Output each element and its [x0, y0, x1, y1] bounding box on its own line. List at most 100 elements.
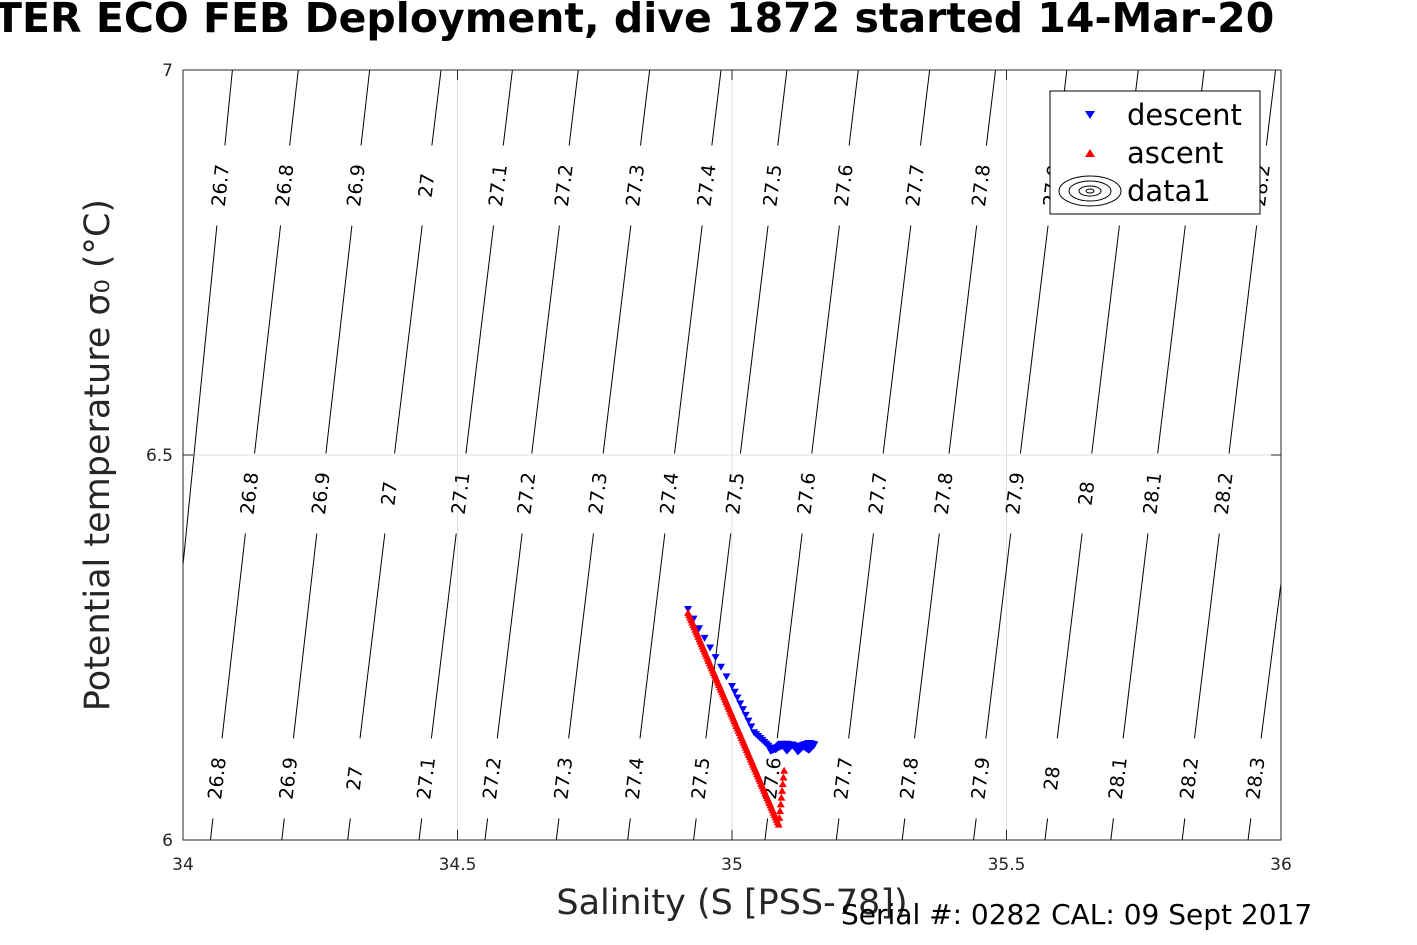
contour-label: 27.3	[585, 471, 612, 516]
descent-marker	[736, 700, 745, 708]
isopycnal-line	[764, 818, 769, 840]
contour-label: 27.6	[793, 471, 820, 516]
isopycnal-line	[985, 533, 1012, 739]
contour-label: 27	[343, 765, 368, 792]
contour-label: 26.9	[308, 471, 335, 516]
isopycnal-line	[848, 533, 874, 739]
ascent-marker	[778, 786, 787, 794]
descent-marker	[744, 717, 753, 725]
data-series	[684, 606, 819, 828]
isopycnal-line	[674, 225, 703, 454]
ascent-marker	[776, 807, 785, 815]
isopycnal-line	[568, 70, 579, 146]
contour-label: 27.7	[830, 756, 857, 801]
legend: descent ascent data1	[1049, 90, 1261, 215]
isopycnal-line	[1247, 818, 1252, 840]
contour-label: 26.9	[276, 756, 303, 801]
ascent-marker	[775, 813, 784, 821]
isopycnal-line	[221, 533, 246, 739]
contour-label: 27.5	[759, 163, 786, 208]
descent-marker	[733, 694, 742, 702]
contour-label: 27.8	[968, 163, 995, 208]
contour-label: 28	[1075, 480, 1100, 507]
contour-label: 26.7	[208, 163, 234, 207]
isopycnal-line	[254, 225, 282, 454]
ascent-series	[684, 608, 789, 828]
isopycnal-line	[281, 818, 285, 840]
isopycnal-line	[711, 70, 722, 146]
contour-label: 27.8	[896, 756, 923, 801]
isopycnal-line	[901, 818, 906, 840]
isopycnal-line	[496, 533, 523, 739]
isopycnal-line	[919, 70, 931, 146]
descent-marker	[711, 654, 720, 662]
contour-label: 27.4	[656, 471, 683, 516]
isopycnal-line	[1228, 225, 1258, 454]
contour-label: 28.2	[1211, 471, 1238, 516]
y-axis-label: Potential temperature σ₀ (°C)	[78, 199, 118, 711]
isopycnal-line	[347, 818, 351, 840]
isopycnal-line	[394, 225, 423, 454]
contour-label: 26.9	[343, 163, 370, 208]
isopycnal-line	[360, 70, 371, 146]
isopycnal-line	[1019, 225, 1049, 454]
isopycnal-line	[1110, 818, 1114, 840]
ascent-marker	[777, 793, 786, 801]
descent-marker	[738, 706, 747, 714]
isopycnal-line	[209, 818, 214, 840]
contour-label: 26.8	[237, 471, 264, 516]
contour-label: 27.4	[694, 163, 721, 208]
isopycnal-line	[431, 70, 442, 146]
legend-ascent-marker	[1085, 149, 1095, 157]
ascent-marker	[776, 800, 785, 808]
isopycnal-line	[777, 70, 788, 146]
isopycnal-line	[705, 533, 732, 739]
x-tick-label: 34.5	[439, 855, 477, 875]
x-tick-label: 36	[1270, 855, 1292, 875]
contour-label: 26.8	[204, 756, 231, 801]
isopycnal-line	[224, 70, 233, 146]
descent-marker	[706, 644, 715, 652]
isopycnal-line	[639, 533, 666, 739]
y-tick-label: 6	[162, 831, 173, 851]
chart-title: TER ECO FEB Deployment, dive 1872 starte…	[0, 0, 1275, 42]
axes: 34 34.5 35 35.5 36 6 6.5 7	[146, 61, 1292, 875]
isopycnal-line	[811, 225, 840, 454]
isopycnal-line	[465, 225, 495, 454]
isopycnal-line	[359, 533, 386, 739]
x-tick-label: 35.5	[988, 855, 1026, 875]
isopycnal-line	[848, 70, 859, 146]
contour-label: 27.2	[551, 163, 578, 208]
descent-marker	[695, 625, 704, 633]
descent-marker	[730, 688, 739, 696]
contour-label: 27.8	[931, 471, 958, 516]
descent-marker	[722, 673, 731, 681]
x-tick-label: 35	[721, 855, 743, 875]
isopycnal-line	[1044, 818, 1049, 840]
contour-label: 27.7	[902, 163, 929, 208]
contour-label: 26.8	[272, 163, 299, 208]
isopycnal-line	[289, 70, 299, 146]
contour-label: 28.3	[1242, 756, 1269, 801]
contour-label: 27.6	[831, 163, 858, 208]
descent-marker	[717, 663, 726, 671]
calibration-footer: Serial #: 0282 CAL: 09 Sept 2017	[841, 898, 1313, 931]
isopycnal-line	[739, 225, 769, 454]
isopycnal-line	[292, 533, 318, 739]
contour-label: 28.1	[1105, 756, 1132, 801]
descent-marker	[741, 711, 750, 719]
isopycnal-line	[1056, 533, 1083, 739]
contour-label: 27.3	[622, 163, 649, 208]
contour-label: 27.2	[479, 756, 506, 801]
isopycnal-line	[973, 818, 977, 840]
isopycnal-line	[835, 818, 840, 840]
legend-descent-marker	[1085, 111, 1095, 119]
descent-marker	[747, 723, 756, 731]
isopycnal-line	[948, 225, 978, 454]
isopycnal-line	[602, 225, 632, 454]
isopycnal-line	[502, 70, 513, 146]
ascent-marker	[774, 820, 783, 828]
isopycnal-line	[418, 818, 423, 840]
legend-ascent-label: ascent	[1127, 136, 1223, 170]
